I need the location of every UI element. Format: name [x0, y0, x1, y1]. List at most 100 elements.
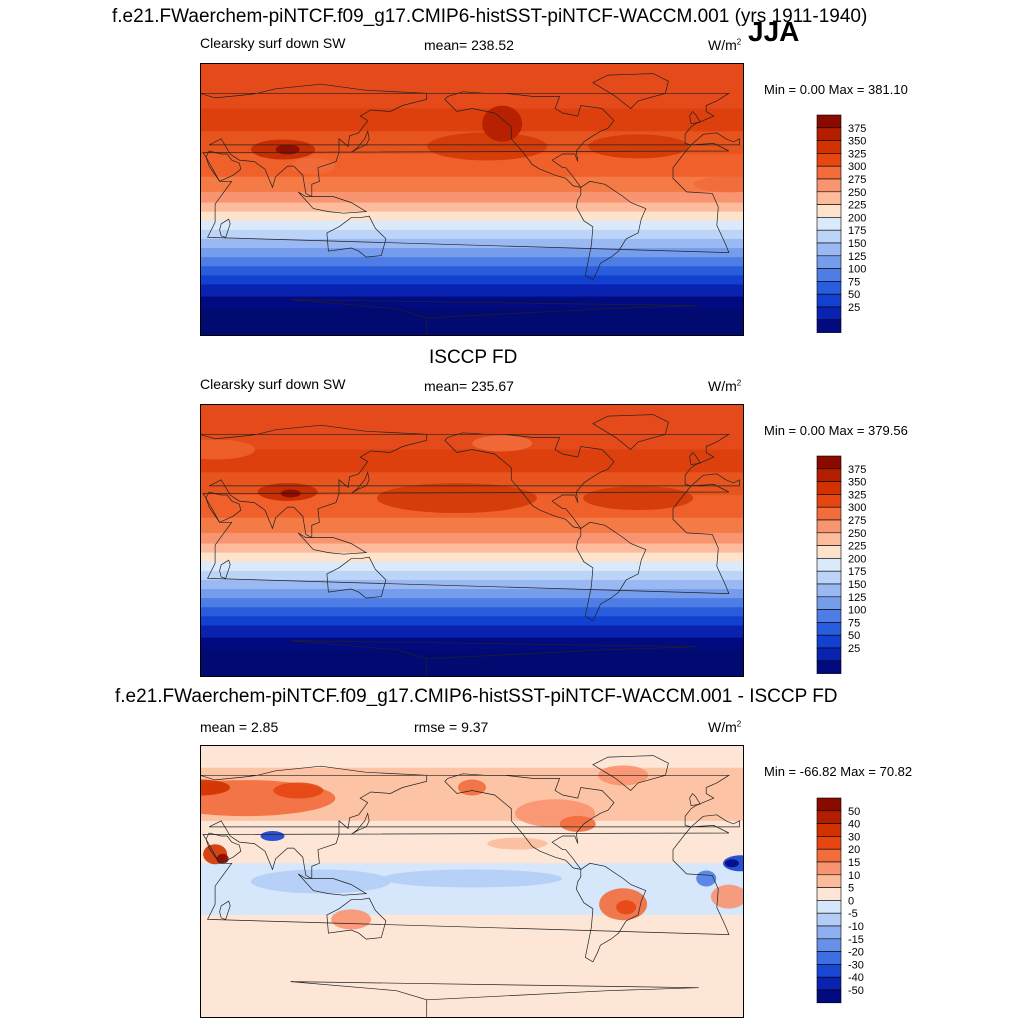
colorbar-tick-label: 50 — [848, 806, 860, 818]
colorbar-tick-label: 150 — [848, 579, 866, 591]
coastline-namerica — [444, 91, 615, 188]
colorbar-swatch — [816, 938, 842, 952]
field-band — [200, 607, 744, 617]
colorbar-tick-label: 10 — [848, 870, 860, 882]
colorbar-swatch — [816, 912, 842, 927]
colorbar-tick-label: 125 — [848, 592, 866, 604]
field-band — [200, 579, 744, 590]
coastline-samerica — [575, 862, 647, 963]
field-band — [200, 637, 744, 651]
china-low — [291, 158, 336, 175]
field-band — [200, 154, 744, 178]
field-band — [200, 570, 744, 581]
field-band — [200, 202, 744, 213]
siberia-band — [200, 439, 256, 460]
guinea-negative — [696, 870, 717, 887]
coastline-arabia — [205, 832, 242, 864]
coastline-greenland — [592, 73, 669, 109]
colorbar-tick-label: -30 — [848, 959, 864, 971]
npacific-high — [427, 132, 548, 161]
colorbar-tick-label: 0 — [848, 895, 854, 907]
colorbar-tick-label: 350 — [848, 477, 866, 489]
russia-positive — [200, 779, 230, 796]
colorbar-tick-label: 150 — [848, 238, 866, 250]
colorbar-swatch — [816, 204, 842, 218]
colorbar-tick-label: 75 — [848, 276, 860, 288]
colorbar-swatch — [816, 494, 842, 508]
panel2-colorbar: 3753503253002752502252001751501251007550… — [816, 455, 866, 674]
field-band — [200, 275, 744, 285]
colorbar-swatch — [816, 506, 842, 521]
map-frame — [200, 404, 744, 677]
coastline-japan — [350, 471, 370, 494]
tibet-negative — [260, 831, 285, 841]
colorbar-swatch — [816, 570, 842, 585]
colorbar-tick-label: 325 — [848, 148, 866, 160]
coastline-eurasia — [200, 765, 740, 880]
panel2-variable-label: Clearsky surf down SW — [200, 376, 346, 392]
field-band — [200, 211, 744, 222]
panel1-minmax: Min = 0.00 Max = 381.10 — [764, 82, 908, 97]
south-africa-positive — [710, 884, 744, 909]
coastline-indonesia — [297, 532, 368, 555]
natlantic-high — [583, 486, 694, 511]
colorbar-swatch — [816, 306, 842, 321]
panel1-mean-label: mean= 238.52 — [424, 37, 514, 53]
field-band — [200, 229, 744, 240]
colorbar-tick-label: 375 — [848, 123, 866, 135]
coastline-madagascar — [219, 900, 231, 920]
field-band — [200, 598, 744, 608]
colorbar-swatch — [816, 951, 842, 965]
coastline-samerica — [575, 521, 647, 622]
colorbar-tick-label: 75 — [848, 617, 860, 629]
panel3-minmax: Min = -66.82 Max = 70.82 — [764, 764, 913, 779]
colorbar-tick-label: 25 — [848, 302, 860, 314]
colorbar-tick-label: -20 — [848, 947, 864, 959]
field-band — [200, 616, 744, 626]
colorbar-tick-label: 40 — [848, 819, 860, 831]
colorbar-tick-label: 225 — [848, 541, 866, 553]
coastline-arabia — [205, 491, 242, 523]
us-positive — [559, 815, 596, 832]
coastline-australia — [326, 556, 387, 599]
colorbar-swatch — [816, 989, 842, 1004]
colorbar-tick-label: 50 — [848, 289, 860, 301]
colorbar-tick-label: 100 — [848, 605, 866, 617]
coastline-uk — [689, 792, 701, 807]
field-band — [200, 248, 744, 258]
coastline-eurasia — [200, 83, 740, 198]
south-neutral — [200, 949, 744, 1018]
panel2-mean-label: mean= 235.67 — [424, 378, 514, 394]
field-band — [200, 543, 744, 554]
panel1-colorbar: 3753503253002752502252001751501251007550… — [816, 114, 866, 333]
colorbar-swatch — [816, 229, 842, 244]
colorbar-tick-label: -50 — [848, 985, 864, 997]
colorbar-tick-label: 175 — [848, 566, 866, 578]
season-label: JJA — [748, 16, 800, 47]
coastline-namerica — [444, 773, 615, 870]
sahel-low — [693, 176, 744, 193]
coastline-samerica — [575, 180, 647, 281]
colorbar-tick-label: 225 — [848, 200, 866, 212]
pacific-negative — [382, 869, 562, 888]
colorbar-tick-label: 175 — [848, 225, 866, 237]
colorbar-tick-label: 125 — [848, 251, 866, 263]
coastline-antarctica — [290, 299, 699, 336]
coastline-madagascar — [219, 559, 231, 579]
npacific-core — [482, 105, 523, 142]
coastline-japan — [350, 812, 370, 835]
coastline-namerica — [444, 432, 615, 529]
panel2-title: ISCCP FD — [429, 347, 518, 368]
colorbar-swatch — [816, 823, 842, 837]
colorbar-swatch — [816, 114, 842, 129]
colorbar-swatch — [816, 874, 842, 888]
colorbar-swatch — [816, 634, 842, 649]
colorbar-tick-label: 275 — [848, 515, 866, 527]
coastline-uk — [689, 451, 701, 466]
colorbar-swatch — [816, 127, 842, 141]
coastline-eurasia — [200, 424, 740, 539]
colorbar-swatch — [816, 545, 842, 559]
maritime-negative — [250, 869, 391, 894]
field-band — [200, 449, 744, 473]
